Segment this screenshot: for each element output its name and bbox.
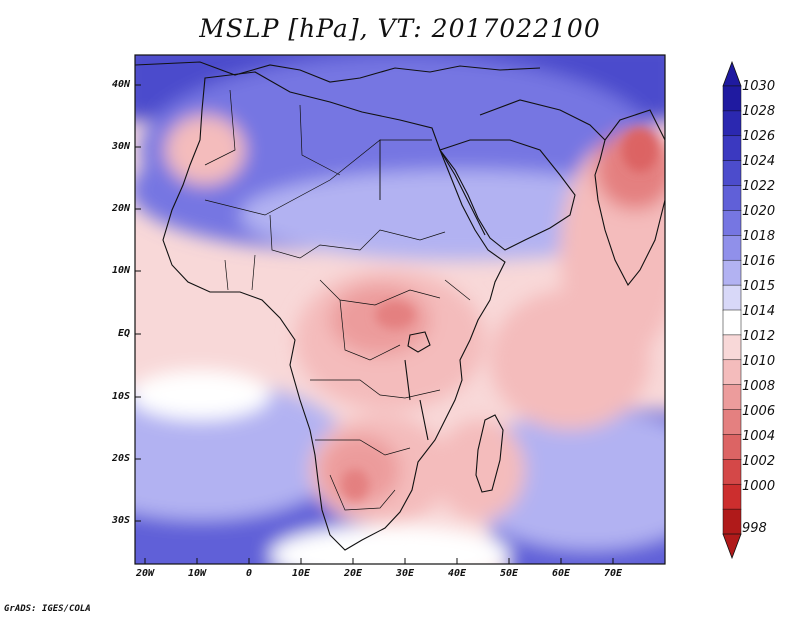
colorbar-label: 1022 bbox=[742, 179, 776, 194]
plot-frame bbox=[134, 54, 666, 565]
colorbar-label: 1024 bbox=[742, 154, 776, 169]
colorbar-bottom-arrow bbox=[722, 533, 742, 560]
pressure-field bbox=[135, 55, 665, 564]
colorbar-label: 998 bbox=[742, 521, 767, 536]
colorbar-cell bbox=[722, 409, 742, 435]
colorbar-cell bbox=[722, 85, 742, 112]
colorbar-cell bbox=[722, 384, 742, 411]
lon-tick-label: 10E bbox=[291, 568, 311, 579]
lon-tick-label: 0 bbox=[245, 568, 253, 579]
colorbar-cell bbox=[722, 434, 742, 460]
borders bbox=[204, 89, 471, 511]
colorbar-label: 1026 bbox=[742, 129, 776, 144]
colorbar-label: 1010 bbox=[742, 354, 776, 369]
colorbar-cell bbox=[722, 210, 742, 236]
lat-tick-label: 30S bbox=[111, 515, 130, 526]
lat-tick-label: 20N bbox=[111, 203, 130, 214]
colorbar-label: 1020 bbox=[742, 204, 776, 219]
lon-tick-label: 40E bbox=[447, 568, 467, 579]
colorbar-cells bbox=[722, 85, 742, 535]
colorbar-cell bbox=[722, 160, 742, 187]
colorbar-label: 1014 bbox=[742, 304, 776, 319]
colorbar-cell bbox=[722, 359, 742, 386]
colorbar-label: 1006 bbox=[742, 404, 776, 419]
colorbar-cell bbox=[722, 334, 742, 361]
lon-tick-label: 50E bbox=[499, 568, 519, 579]
lon-tick-label: 60E bbox=[551, 568, 571, 579]
colorbar-cell bbox=[722, 135, 742, 162]
lon-tick-label: 70E bbox=[603, 568, 623, 579]
map-title: MSLP [hPa], VT: 2017022100 bbox=[199, 14, 601, 43]
colorbar-label: 1004 bbox=[742, 429, 776, 444]
colorbar-cell bbox=[722, 508, 742, 535]
lat-tick-label: EQ bbox=[117, 328, 130, 339]
colorbar-cell bbox=[722, 459, 742, 485]
colorbar-label: 1015 bbox=[742, 279, 776, 294]
colorbar-label: 1028 bbox=[742, 104, 776, 119]
colorbar-label: 1000 bbox=[742, 479, 776, 494]
colorbar-label: 1016 bbox=[742, 254, 776, 269]
axis-ticks bbox=[135, 84, 614, 564]
lat-tick-label: 10S bbox=[111, 391, 130, 402]
lat-tick-label: 20S bbox=[111, 453, 130, 464]
colorbar bbox=[722, 60, 742, 560]
colorbar-cell bbox=[722, 110, 742, 137]
colorbar-cell bbox=[722, 483, 742, 510]
colorbar-label: 1030 bbox=[742, 79, 776, 94]
colorbar-cell bbox=[722, 259, 742, 286]
colorbar-label: 1012 bbox=[742, 329, 776, 344]
colorbar-cell bbox=[722, 284, 742, 311]
lat-tick-label: 30N bbox=[111, 141, 130, 152]
lon-tick-label: 10W bbox=[187, 568, 207, 579]
colorbar-label: 1002 bbox=[742, 454, 776, 469]
lon-tick-label: 20W bbox=[135, 568, 155, 579]
lat-tick-label: 40N bbox=[111, 79, 130, 90]
colorbar-cell bbox=[722, 235, 742, 261]
colorbar-label: 1018 bbox=[742, 229, 776, 244]
coastlines bbox=[135, 61, 665, 551]
colorbar-label: 1008 bbox=[742, 379, 776, 394]
colorbar-cell bbox=[722, 185, 742, 211]
colorbar-cell bbox=[722, 309, 742, 336]
colorbar-top-arrow bbox=[722, 60, 742, 87]
credit-text: GrADS: IGES/COLA bbox=[4, 604, 91, 614]
lon-tick-label: 30E bbox=[395, 568, 415, 579]
lon-tick-label: 20E bbox=[343, 568, 363, 579]
lat-tick-label: 10N bbox=[111, 265, 130, 276]
